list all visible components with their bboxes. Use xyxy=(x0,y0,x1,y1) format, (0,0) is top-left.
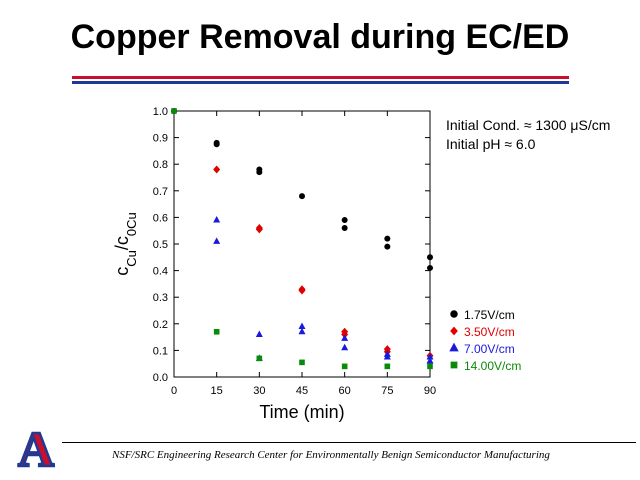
x-tick-label: 75 xyxy=(381,385,393,397)
data-point-series-3 xyxy=(171,108,177,114)
data-point-series-0 xyxy=(427,264,433,271)
legend-marker-1 xyxy=(450,326,458,336)
legend-label-3: 14.00V/cm xyxy=(464,359,521,373)
slide-title: Copper Removal during EC/ED xyxy=(70,18,570,56)
y-tick-label: 1.0 xyxy=(153,106,168,118)
y-tick-label: 0.4 xyxy=(153,266,168,278)
plot-frame xyxy=(173,110,431,378)
data-point-series-3 xyxy=(341,363,348,370)
data-point-series-2 xyxy=(341,343,349,351)
y-tick-label: 0.1 xyxy=(153,345,168,357)
y-tick-label: 0.0 xyxy=(153,372,168,384)
data-point-series-1 xyxy=(255,225,263,234)
data-point-series-2 xyxy=(426,357,434,364)
copper-removal-chart: 0 15 30 45 60 75 90 0.0 0.1 0.2 0.3 0.4 0.5 0.6 0.7 0.8… xyxy=(112,106,521,422)
data-point-series-1 xyxy=(298,286,306,295)
legend-label-2: 7.00V/cm xyxy=(464,342,515,356)
x-tick-label: 30 xyxy=(253,385,265,397)
data-point-series-1 xyxy=(213,165,221,174)
title-divider-red xyxy=(72,76,569,79)
data-point-series-3 xyxy=(299,359,305,366)
legend-label-1: 3.50V/cm xyxy=(464,325,515,339)
legend-marker-0 xyxy=(450,310,458,318)
data-point-series-3 xyxy=(256,355,263,362)
logo-letter: A xyxy=(18,424,54,472)
x-tick-label: 45 xyxy=(296,385,308,397)
x-axis-label: Time (min) xyxy=(259,402,344,422)
x-tick-label: 90 xyxy=(424,385,436,397)
data-point-series-0 xyxy=(427,254,433,261)
data-point-series-0 xyxy=(384,243,391,250)
y-tick-label: 0.6 xyxy=(153,212,168,224)
legend-label-0: 1.75V/cm xyxy=(464,308,515,322)
y-tick-label: 0.9 xyxy=(153,133,168,145)
x-tick-label: 0 xyxy=(171,385,177,397)
data-point-series-2 xyxy=(213,237,221,244)
data-point-series-3 xyxy=(213,328,220,335)
university-logo-icon: A xyxy=(17,424,56,472)
y-tick-label: 0.2 xyxy=(153,319,168,331)
footer-text: NSF/SRC Engineering Research Center for … xyxy=(112,449,550,461)
data-point-series-2 xyxy=(255,330,263,337)
y-tick-label: 0.7 xyxy=(153,186,168,198)
data-point-series-2 xyxy=(383,353,391,360)
y-tick-label: 0.5 xyxy=(153,239,168,251)
note-initial-ph: Initial pH ≈ 6.0 xyxy=(446,136,536,152)
y-tick-label: 0.3 xyxy=(153,292,168,304)
x-tick-label: 60 xyxy=(339,385,351,397)
data-point-series-0 xyxy=(299,193,305,200)
legend-marker-2 xyxy=(449,342,459,352)
data-point-series-0 xyxy=(341,217,348,224)
data-point-series-0 xyxy=(384,235,391,242)
data-point-series-2 xyxy=(213,216,221,223)
y-axis-label: cCu/c0Cu xyxy=(112,212,139,276)
data-point-series-2 xyxy=(298,322,306,329)
data-point-series-3 xyxy=(384,363,391,370)
y-tick-label: 0.8 xyxy=(153,159,168,171)
x-tick-label: 15 xyxy=(211,385,223,397)
data-point-series-2 xyxy=(341,334,349,341)
legend-marker-3 xyxy=(450,361,458,369)
footer-divider xyxy=(62,442,636,443)
data-point-series-3 xyxy=(427,363,433,370)
data-point-series-2 xyxy=(298,327,306,335)
data-point-series-0 xyxy=(213,141,220,148)
data-point-series-0 xyxy=(256,169,263,176)
title-divider-blue xyxy=(72,81,569,84)
data-point-series-0 xyxy=(341,225,348,232)
note-initial-conductivity: Initial Cond. ≈ 1300 μS/cm xyxy=(446,117,611,133)
data-point-series-2 xyxy=(426,353,434,360)
